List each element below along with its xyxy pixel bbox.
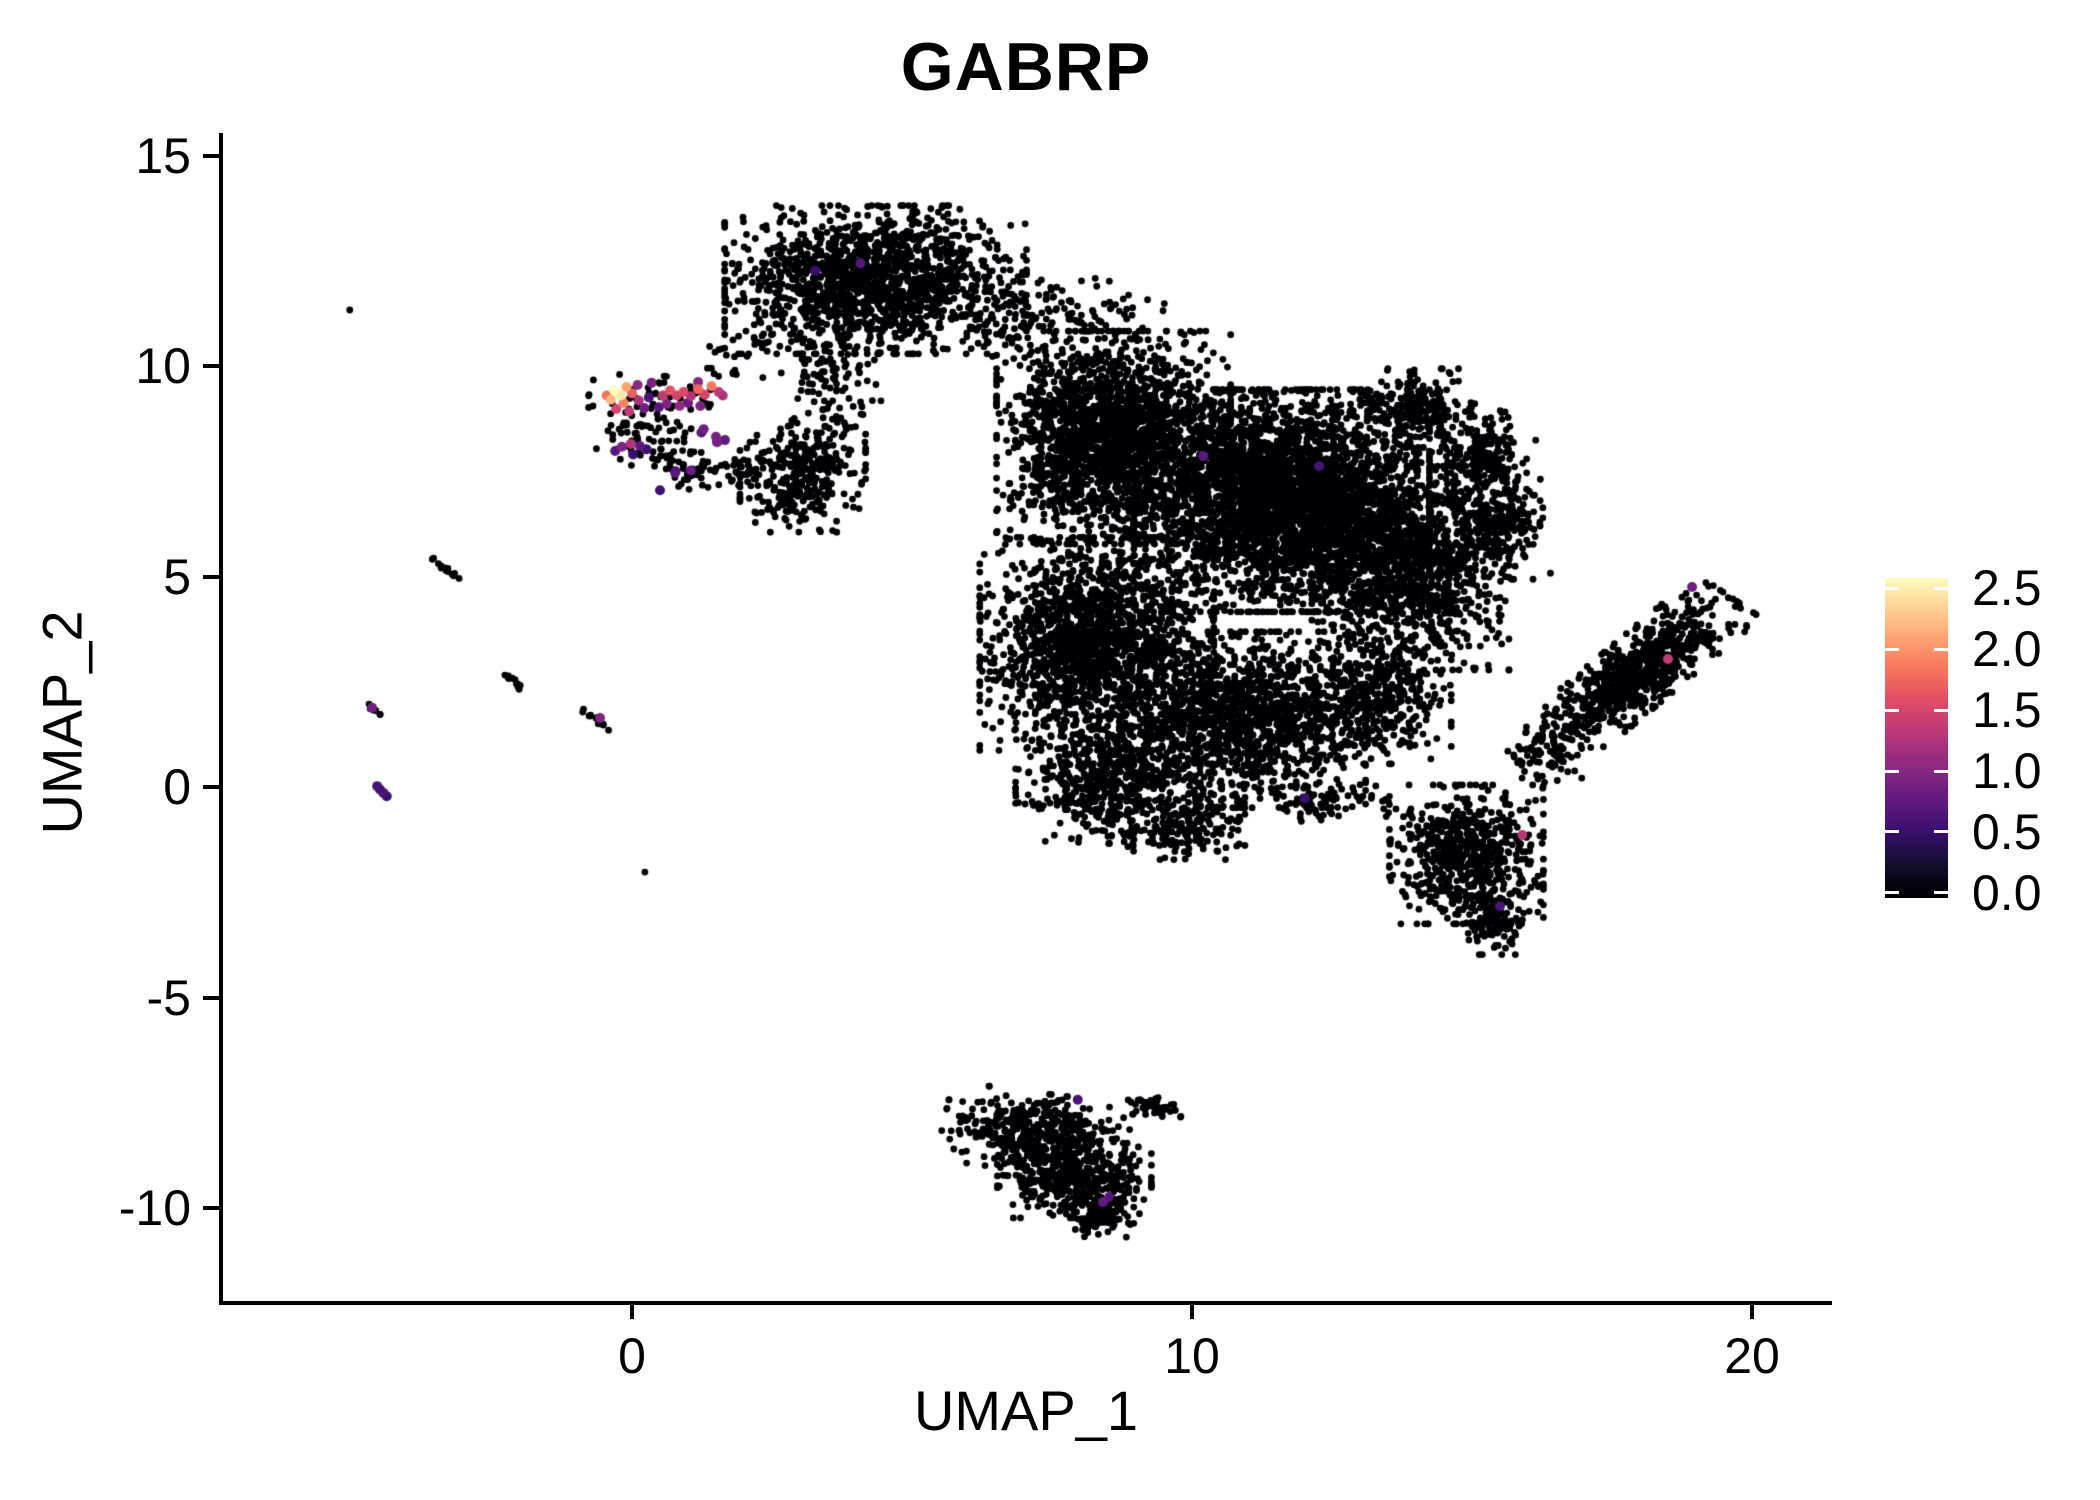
x-tick-mark xyxy=(1190,1303,1194,1319)
colorbar-tick-mark xyxy=(1885,830,1899,834)
colorbar-tick-label: 2.0 xyxy=(1972,621,2042,677)
colorbar-tick-mark xyxy=(1934,586,1948,590)
colorbar-tick-mark xyxy=(1934,769,1948,773)
colorbar-tick-mark xyxy=(1885,891,1899,895)
y-tick-mark xyxy=(203,364,219,368)
colorbar-tick-mark xyxy=(1934,647,1948,651)
colorbar-tick-label: 1.5 xyxy=(1972,682,2042,738)
y-tick-label: -5 xyxy=(146,969,191,1026)
colorbar-gradient xyxy=(1885,578,1948,898)
y-tick-label: 15 xyxy=(135,127,191,184)
colorbar-tick-mark xyxy=(1934,708,1948,712)
y-tick-mark xyxy=(203,574,219,579)
colorbar-tick-label: 2.5 xyxy=(1972,560,2042,616)
colorbar-tick-mark xyxy=(1885,769,1899,773)
y-tick-mark xyxy=(203,995,219,1000)
y-axis-title: UMAP_2 xyxy=(30,610,94,835)
x-tick-label: 0 xyxy=(618,1328,646,1384)
y-tick-mark xyxy=(203,1206,219,1210)
x-axis-line xyxy=(219,1301,1832,1305)
colorbar-tick-label: 1.0 xyxy=(1972,743,2042,799)
y-tick-label: -10 xyxy=(118,1180,191,1236)
y-tick-mark xyxy=(203,153,219,158)
y-tick-label: 0 xyxy=(163,759,191,815)
x-tick-mark xyxy=(630,1303,634,1319)
y-tick-label: 10 xyxy=(135,338,191,394)
x-axis-title: UMAP_1 xyxy=(913,1379,1139,1442)
y-tick-label: 5 xyxy=(163,548,191,605)
x-tick-label: 20 xyxy=(1724,1328,1780,1384)
colorbar-tick-mark xyxy=(1934,830,1948,834)
y-tick-mark xyxy=(203,785,219,789)
x-tick-label: 10 xyxy=(1164,1328,1220,1384)
colorbar-tick-label: 0.0 xyxy=(1972,864,2042,921)
colorbar-tick-mark xyxy=(1885,708,1899,712)
colorbar-tick-mark xyxy=(1885,586,1899,590)
colorbar-tick-mark xyxy=(1885,647,1899,651)
colorbar-tick-mark xyxy=(1934,891,1948,895)
y-axis-line xyxy=(219,133,223,1305)
colorbar-tick-label: 0.5 xyxy=(1972,803,2042,860)
colorbar xyxy=(1885,578,1948,898)
x-tick-mark xyxy=(1750,1303,1754,1319)
